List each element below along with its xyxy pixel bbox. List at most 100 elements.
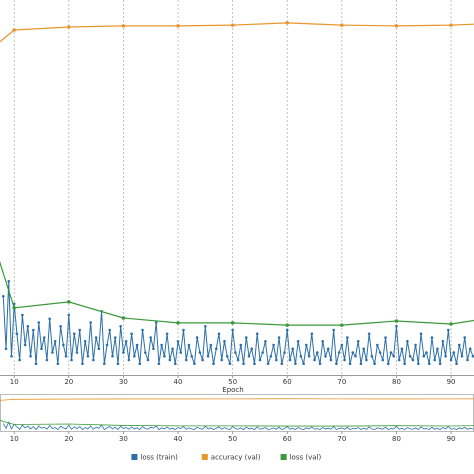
data-point — [332, 328, 335, 332]
data-point — [253, 362, 256, 366]
data-point — [108, 328, 112, 332]
data-point — [348, 362, 352, 366]
data-point — [381, 358, 385, 362]
data-point — [414, 343, 417, 347]
data-point — [231, 328, 234, 332]
data-point — [130, 332, 133, 336]
data-point — [315, 351, 319, 354]
data-point — [190, 354, 193, 358]
data-point — [119, 324, 122, 328]
data-point — [94, 336, 98, 339]
data-point — [204, 324, 207, 328]
data-point — [285, 323, 290, 327]
data-point — [285, 21, 290, 25]
overview-tick-label: 10 — [10, 435, 19, 443]
data-point — [406, 339, 409, 343]
overview-tick-label: 20 — [64, 435, 73, 443]
data-point — [113, 336, 117, 339]
data-point — [392, 354, 396, 358]
legend-swatch — [131, 454, 138, 460]
data-point — [70, 358, 73, 362]
data-point — [176, 339, 180, 343]
data-point — [321, 339, 325, 343]
data-point — [302, 362, 305, 366]
data-point — [346, 336, 349, 339]
data-point — [176, 321, 180, 325]
data-point — [45, 358, 49, 362]
data-point — [242, 362, 245, 366]
data-point — [32, 328, 35, 332]
data-point — [15, 332, 19, 336]
data-point — [7, 279, 11, 283]
data-point — [179, 351, 183, 354]
overview-tick-label: 30 — [119, 435, 128, 443]
data-point — [466, 358, 469, 362]
data-point — [1, 294, 5, 298]
legend: loss (train) accuracy (val) loss (val) — [131, 454, 321, 462]
data-point — [324, 354, 327, 358]
data-point — [146, 358, 150, 362]
data-point — [340, 343, 344, 347]
data-point — [228, 362, 232, 366]
data-point — [51, 351, 54, 354]
overview-area — [0, 398, 474, 431]
data-point — [59, 324, 62, 328]
data-point — [138, 362, 142, 366]
data-point — [92, 358, 95, 362]
data-point — [261, 351, 264, 354]
data-point — [168, 358, 172, 362]
overview-tick-label: 50 — [228, 435, 237, 443]
data-point — [250, 347, 254, 351]
x-tick-label: 70 — [337, 378, 346, 386]
data-point — [335, 362, 338, 366]
data-point — [389, 351, 393, 354]
data-point — [340, 323, 344, 327]
x-tick-label: 30 — [119, 378, 128, 386]
data-point — [255, 332, 259, 336]
data-point — [121, 316, 126, 320]
data-point — [373, 362, 376, 366]
data-point — [67, 25, 71, 29]
data-point — [56, 362, 60, 366]
overview-tick-label: 70 — [337, 435, 346, 443]
data-point — [201, 358, 204, 362]
data-point — [12, 306, 16, 310]
x-tick-label: 20 — [64, 378, 73, 386]
x-tick-label: 10 — [10, 378, 19, 386]
data-point — [212, 362, 215, 366]
overview-tick-label: 40 — [174, 435, 183, 443]
data-point — [83, 339, 87, 343]
data-point — [244, 336, 248, 339]
data-point — [154, 321, 158, 324]
data-point — [283, 351, 286, 354]
legend-swatch — [201, 454, 208, 460]
data-point — [376, 343, 379, 347]
data-point — [67, 313, 71, 317]
data-point — [173, 362, 177, 366]
data-point — [340, 23, 344, 27]
data-point — [29, 354, 32, 358]
data-point — [209, 343, 213, 347]
data-point — [124, 339, 128, 343]
x-axis-label: Epoch — [222, 386, 243, 394]
data-point — [152, 347, 155, 351]
data-point — [247, 354, 251, 358]
data-point — [149, 336, 153, 339]
data-point — [275, 358, 278, 362]
data-point — [4, 347, 8, 351]
data-point — [457, 343, 461, 347]
data-point — [53, 339, 57, 343]
legend-label: accuracy (val) — [211, 454, 261, 462]
data-point — [351, 351, 355, 354]
data-point — [408, 354, 412, 358]
data-point — [313, 358, 316, 362]
x-tick-label: 40 — [174, 378, 183, 386]
legend-label: loss (train) — [140, 454, 178, 462]
data-point — [468, 347, 472, 351]
data-point — [121, 24, 126, 28]
data-point — [329, 358, 333, 362]
data-point — [370, 354, 374, 358]
data-point — [239, 343, 243, 347]
data-point — [187, 343, 191, 347]
